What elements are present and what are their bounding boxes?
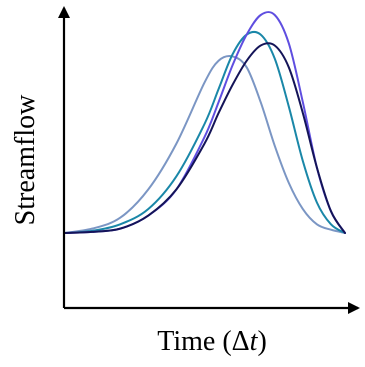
x-axis-label-prefix: Time (Δ bbox=[157, 326, 249, 357]
series-line-4 bbox=[63, 42, 346, 234]
y-axis-label: Streamflow bbox=[10, 94, 41, 225]
x-axis-label-variable: t bbox=[250, 326, 259, 357]
x-axis-label-suffix: ) bbox=[257, 326, 266, 357]
series-line-2 bbox=[63, 30, 346, 234]
series-layer bbox=[63, 11, 346, 234]
x-axis-label: Time (Δt) bbox=[157, 326, 267, 357]
series-line-1 bbox=[63, 55, 346, 234]
